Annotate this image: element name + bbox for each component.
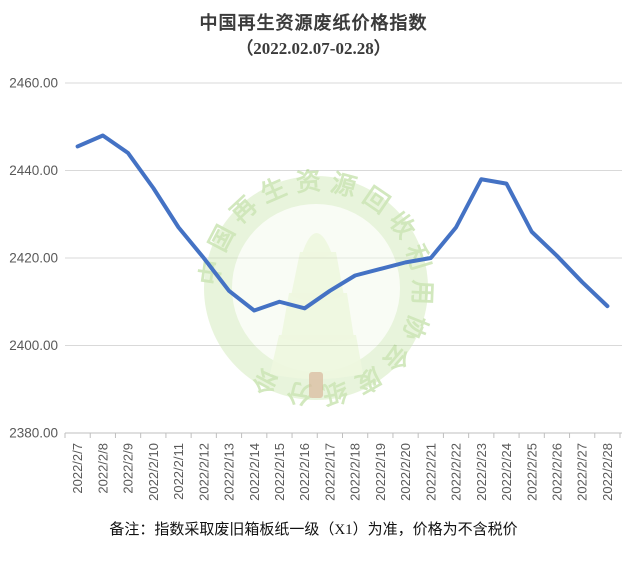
watermark-disc bbox=[204, 176, 428, 400]
chart-title-line2: （2022.02.07-02.28） bbox=[236, 39, 391, 58]
x-axis-tick-label: 2022/2/20 bbox=[398, 443, 413, 501]
x-axis-tick-label: 2022/2/23 bbox=[474, 443, 489, 501]
watermark-ring bbox=[204, 176, 428, 400]
watermark-tree-trunk bbox=[309, 372, 323, 398]
y-axis-tick-label: 2440.00 bbox=[9, 163, 58, 178]
x-axis-tick-label: 2022/2/15 bbox=[272, 443, 287, 501]
footnote: 备注：指数采取废旧箱板纸一级（X1）为准，价格为不含税价 bbox=[109, 522, 518, 538]
association-watermark: 中国再生资源回收利用协会废纸分会 bbox=[195, 167, 436, 409]
y-axis-tick-label: 2380.00 bbox=[9, 426, 58, 441]
x-axis-tick-label: 2022/2/19 bbox=[373, 443, 388, 501]
x-axis-tick-label: 2022/2/14 bbox=[247, 443, 262, 501]
chart-title: 中国再生资源废纸价格指数 （2022.02.07-02.28） bbox=[0, 10, 627, 62]
x-axis-tick-label: 2022/2/11 bbox=[171, 443, 186, 500]
x-axis-tick-label: 2022/2/28 bbox=[600, 443, 615, 501]
y-axis-tick-label: 2420.00 bbox=[9, 251, 58, 266]
x-axis-tick-label: 2022/2/22 bbox=[449, 443, 464, 501]
x-axis-tick-label: 2022/2/17 bbox=[322, 443, 337, 501]
x-axis-tick-label: 2022/2/7 bbox=[70, 443, 85, 494]
chart-title-line1: 中国再生资源废纸价格指数 bbox=[199, 13, 428, 33]
x-axis-tick-label: 2022/2/24 bbox=[499, 443, 514, 501]
y-axis-tick-label: 2460.00 bbox=[9, 76, 58, 91]
x-axis-tick-label: 2022/2/8 bbox=[95, 443, 110, 494]
x-axis-tick-label: 2022/2/27 bbox=[575, 443, 590, 501]
y-axis-tick-label: 2400.00 bbox=[9, 338, 58, 353]
x-axis-tick-label: 2022/2/13 bbox=[222, 443, 237, 501]
x-axis-tick-label: 2022/2/12 bbox=[196, 443, 211, 501]
watermark-tree-tier bbox=[270, 335, 363, 379]
watermark-tree-tier bbox=[302, 233, 332, 258]
x-axis-tick-label: 2022/2/25 bbox=[524, 443, 539, 501]
x-axis-tick-label: 2022/2/10 bbox=[146, 443, 161, 501]
x-axis-tick-label: 2022/2/16 bbox=[297, 443, 312, 501]
x-axis-tick-label: 2022/2/18 bbox=[348, 443, 363, 501]
x-axis-tick-label: 2022/2/26 bbox=[549, 443, 564, 501]
x-axis-tick-label: 2022/2/9 bbox=[121, 443, 136, 494]
waste-paper-price-line bbox=[75, 133, 610, 313]
x-axis-tick-label: 2022/2/21 bbox=[423, 443, 438, 501]
